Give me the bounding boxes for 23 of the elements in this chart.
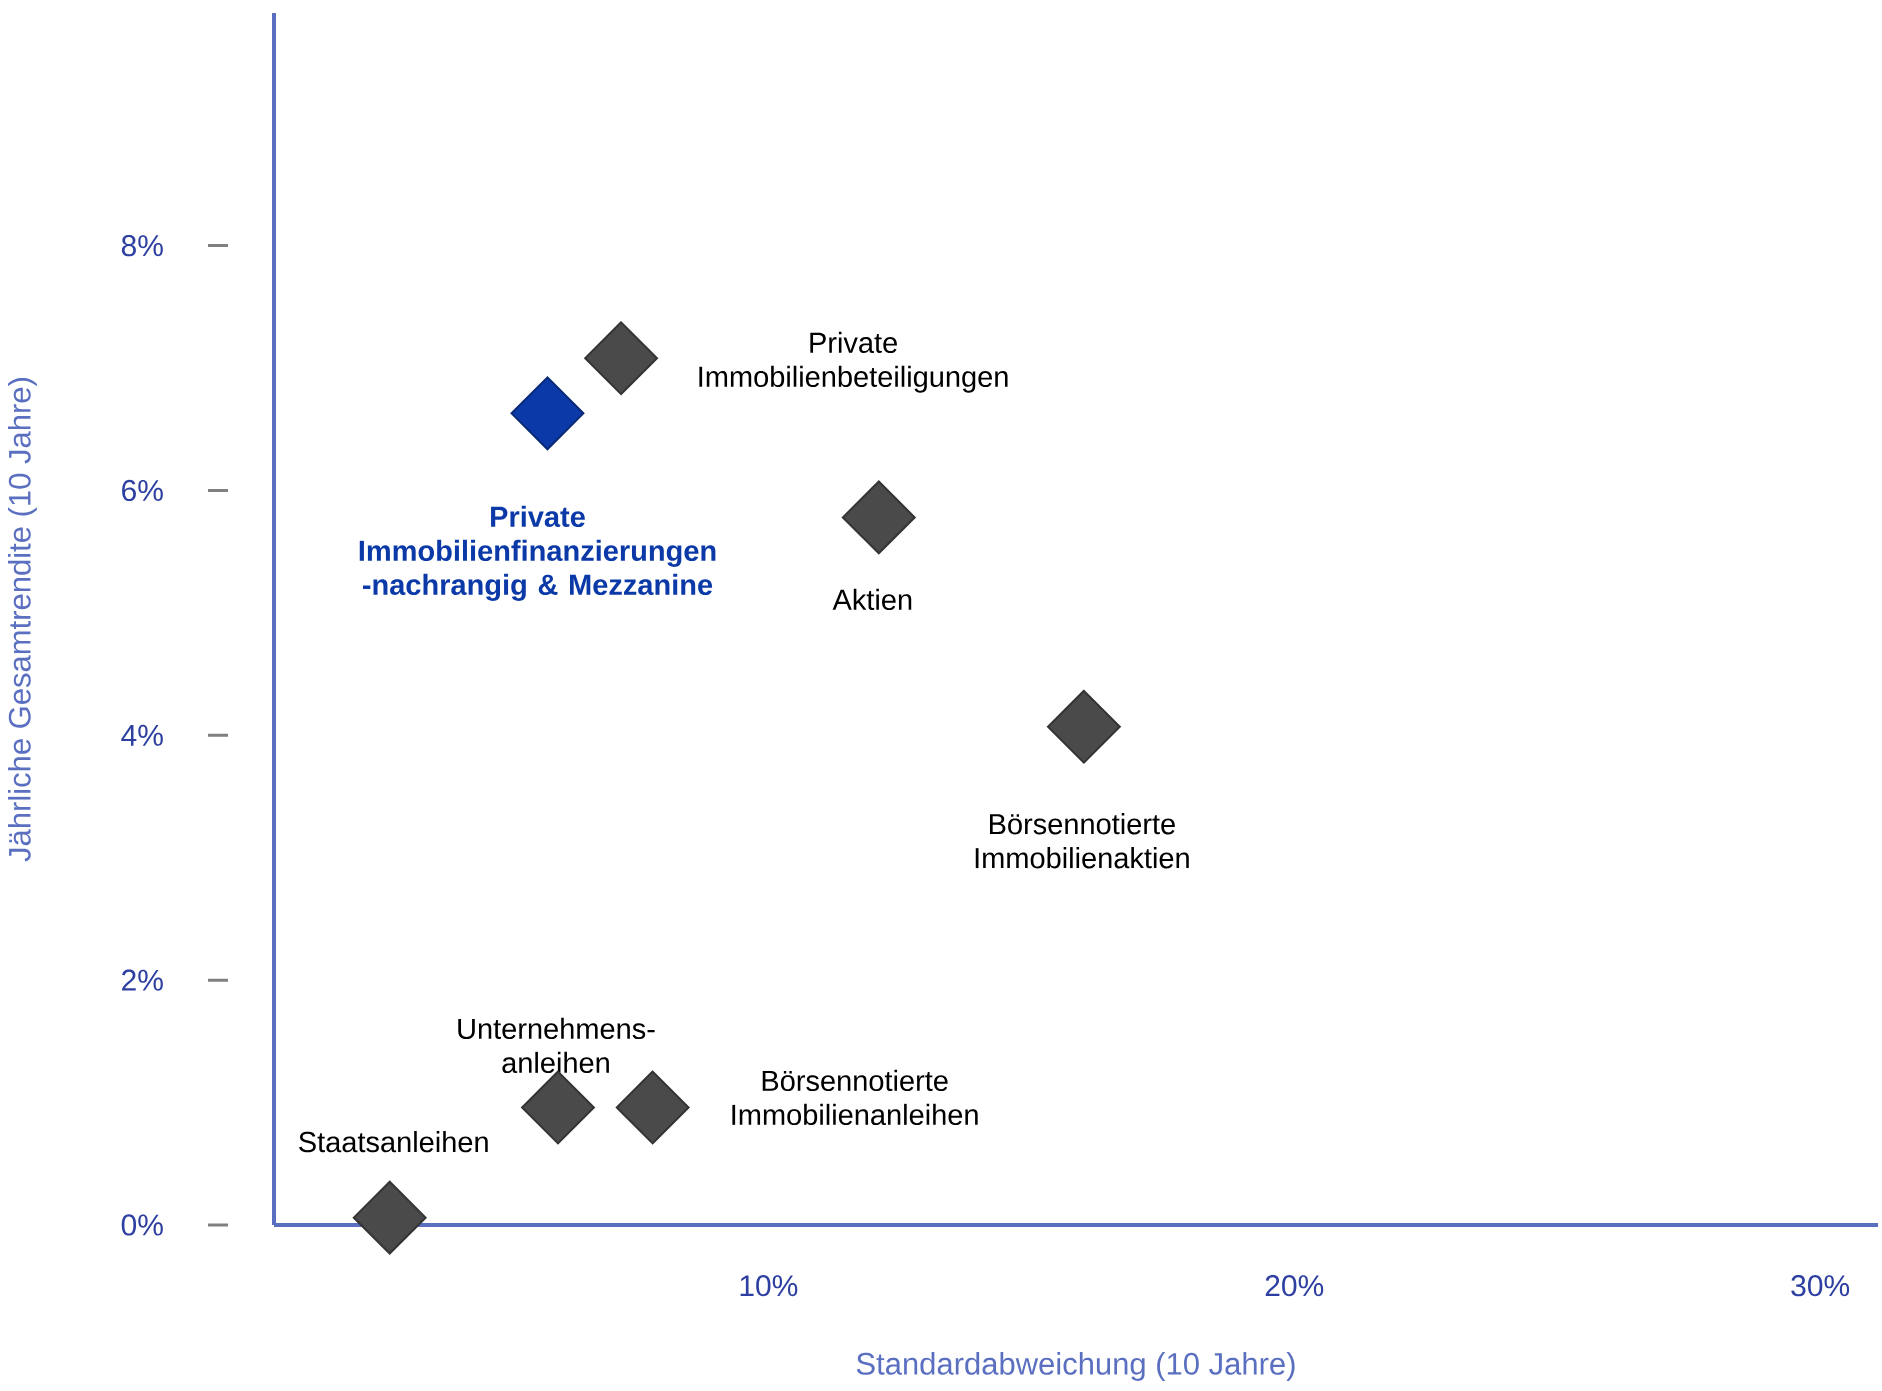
point bbox=[1046, 689, 1121, 764]
x-tick-label: 10% bbox=[740, 1275, 798, 1297]
point bbox=[584, 321, 659, 396]
point bbox=[615, 1070, 690, 1145]
x-tick-label: 20% bbox=[1265, 1275, 1324, 1297]
series-label: Aktien bbox=[832, 588, 912, 611]
y-tick-label: 8% bbox=[121, 234, 163, 257]
series-label: Staatsanleihen bbox=[299, 1131, 488, 1153]
series-label: Private Immobilienbeteiligungen bbox=[699, 331, 1008, 393]
text: Private Immobilienfinanzierungen -nachrangig & Mezzanine bbox=[359, 505, 716, 601]
y-tick-label: 6% bbox=[122, 479, 163, 502]
x-axis-title: Standardabweichung (10 Jahre) bbox=[856, 1352, 1295, 1381]
text: Börsennotierte Immobilienaktien bbox=[975, 813, 1189, 869]
x-tick-label: 30% bbox=[1791, 1275, 1850, 1297]
point bbox=[841, 480, 916, 555]
series-label: Börsennotierte Immobilienanleihen bbox=[732, 1069, 978, 1126]
y-axis-title: Jährliche Gesamtrendite (10 Jahre) bbox=[7, 378, 37, 862]
y-tick-label: 0% bbox=[121, 1214, 163, 1236]
point bbox=[510, 376, 585, 451]
series-label: Unternehmens-anleihen bbox=[458, 1017, 655, 1074]
y-tick-label: 2% bbox=[122, 969, 163, 991]
point bbox=[352, 1180, 427, 1255]
y-tick-label: 4% bbox=[121, 724, 163, 746]
